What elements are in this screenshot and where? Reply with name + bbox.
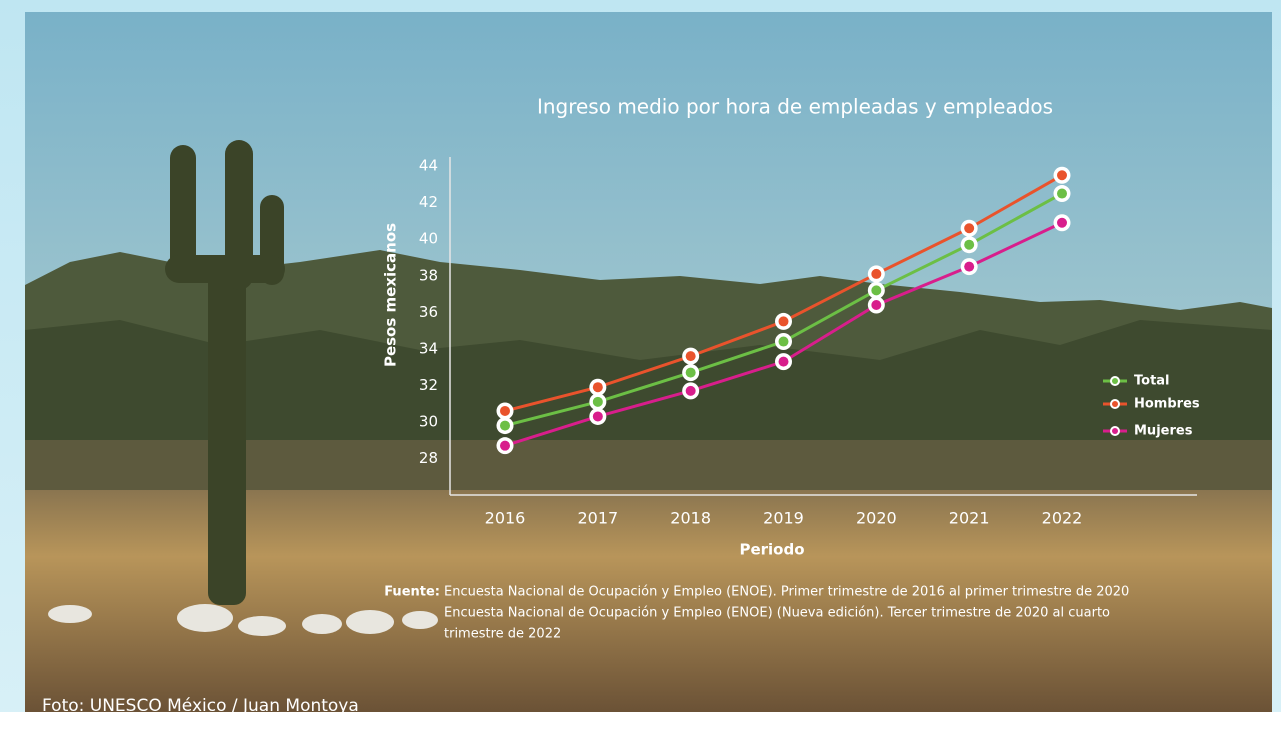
x-tick-label: 2021 bbox=[949, 509, 990, 528]
source-line: Encuesta Nacional de Ocupación y Empleo … bbox=[444, 606, 1110, 621]
x-tick-label: 2020 bbox=[856, 509, 897, 528]
y-tick-label: 42 bbox=[419, 193, 438, 211]
point-dot bbox=[1057, 188, 1067, 199]
x-tick-label: 2018 bbox=[670, 509, 711, 528]
rocks bbox=[48, 604, 438, 636]
data-point bbox=[589, 407, 607, 425]
point-dot bbox=[592, 411, 603, 422]
point-dot bbox=[778, 356, 789, 367]
y-tick-label: 34 bbox=[419, 339, 438, 357]
y-axis-label: Pesos mexicanos bbox=[382, 223, 400, 367]
source-line: trimestre de 2022 bbox=[444, 627, 561, 642]
data-point bbox=[775, 353, 792, 371]
point-dot bbox=[964, 261, 975, 272]
data-point bbox=[1053, 166, 1071, 184]
point-dot bbox=[592, 382, 603, 393]
legend-dot bbox=[1112, 428, 1118, 434]
legend-dot bbox=[1112, 401, 1118, 407]
data-point bbox=[496, 402, 514, 420]
x-tick-label: 2019 bbox=[763, 509, 804, 528]
point-dot bbox=[500, 405, 510, 416]
x-tick-label: 2022 bbox=[1042, 509, 1083, 528]
y-tick-label: 36 bbox=[419, 303, 438, 321]
data-point bbox=[589, 393, 607, 411]
point-dot bbox=[500, 420, 510, 431]
point-dot bbox=[1057, 217, 1067, 228]
data-point bbox=[960, 258, 978, 276]
point-dot bbox=[685, 385, 696, 396]
point-dot bbox=[778, 336, 789, 347]
y-tick-label: 32 bbox=[419, 376, 438, 394]
x-tick-label: 2016 bbox=[485, 509, 526, 528]
point-dot bbox=[685, 351, 696, 362]
data-point bbox=[589, 378, 607, 396]
point-dot bbox=[685, 367, 696, 378]
data-point bbox=[496, 417, 514, 435]
data-point bbox=[960, 219, 978, 237]
legend-label: Hombres bbox=[1134, 397, 1200, 412]
cactus bbox=[165, 140, 285, 605]
y-tick-label: 40 bbox=[419, 230, 438, 248]
data-point bbox=[775, 312, 792, 330]
data-point bbox=[867, 296, 885, 314]
data-point bbox=[682, 382, 700, 400]
point-dot bbox=[500, 440, 510, 451]
point-dot bbox=[592, 396, 603, 407]
data-point bbox=[960, 236, 978, 254]
point-dot bbox=[871, 268, 882, 279]
data-point bbox=[1053, 185, 1071, 203]
bottom-strip bbox=[0, 712, 1281, 729]
y-tick-label: 30 bbox=[419, 412, 438, 430]
x-tick-label: 2017 bbox=[577, 509, 618, 528]
data-point bbox=[867, 281, 885, 299]
photo-credit: Foto: UNESCO México / Juan Montoya bbox=[42, 696, 359, 716]
y-tick-label: 28 bbox=[419, 449, 438, 467]
point-dot bbox=[1057, 170, 1067, 181]
data-point bbox=[496, 437, 514, 455]
legend-dot bbox=[1112, 378, 1118, 384]
chart-title: Ingreso medio por hora de empleadas y em… bbox=[537, 95, 1053, 119]
y-tick-label: 44 bbox=[419, 157, 438, 175]
data-point bbox=[682, 347, 700, 365]
point-dot bbox=[871, 285, 882, 296]
point-dot bbox=[871, 299, 882, 310]
data-point bbox=[775, 333, 792, 351]
data-point bbox=[682, 364, 700, 382]
y-tick-label: 38 bbox=[419, 266, 438, 284]
source-line: Encuesta Nacional de Ocupación y Empleo … bbox=[444, 585, 1129, 600]
source-label: Fuente: bbox=[384, 585, 440, 600]
x-axis-label: Periodo bbox=[739, 541, 804, 559]
point-dot bbox=[964, 239, 975, 250]
data-point bbox=[867, 265, 885, 283]
legend-label: Mujeres bbox=[1134, 424, 1193, 439]
point-dot bbox=[964, 223, 975, 234]
legend-label: Total bbox=[1134, 374, 1170, 389]
point-dot bbox=[778, 316, 789, 327]
data-point bbox=[1053, 214, 1071, 232]
